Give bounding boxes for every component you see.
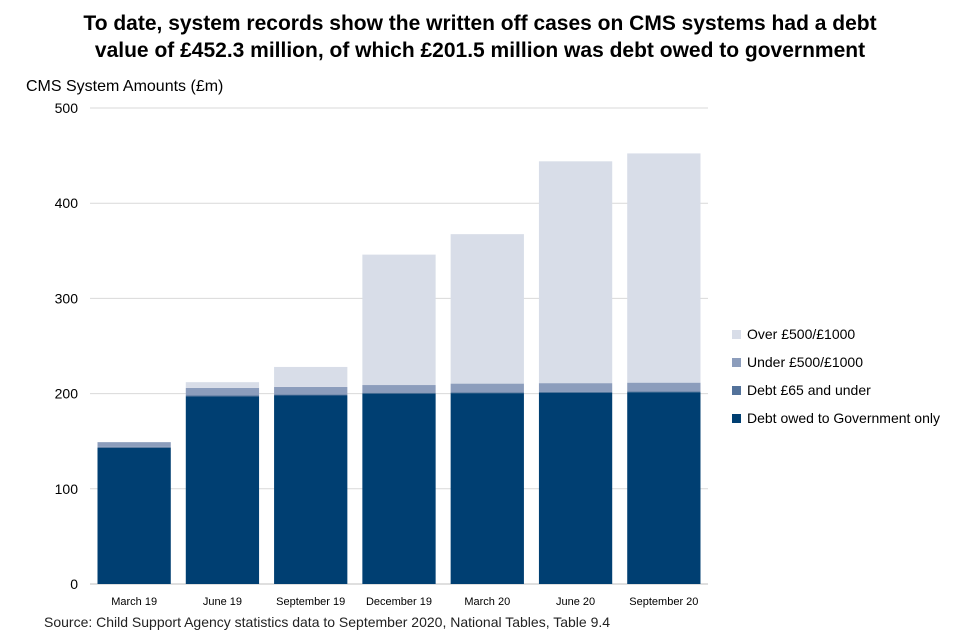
bar-segment bbox=[362, 254, 436, 386]
bar-segment bbox=[185, 382, 260, 388]
bar-segment bbox=[185, 396, 260, 584]
bar-segment bbox=[362, 393, 436, 584]
chart-title: To date, system records show the written… bbox=[0, 10, 960, 64]
x-tick-label: September 19 bbox=[276, 596, 345, 608]
x-tick-label: March 19 bbox=[111, 596, 157, 608]
y-tick-label: 200 bbox=[55, 386, 79, 402]
bar-segment bbox=[627, 391, 701, 393]
source-note: Source: Child Support Agency statistics … bbox=[44, 614, 611, 630]
legend-swatch bbox=[732, 357, 741, 367]
legend-label: Under £500/£1000 bbox=[747, 354, 863, 370]
y-tick-label: 0 bbox=[70, 576, 78, 592]
legend-swatch bbox=[732, 385, 741, 395]
chart-legend: Over £500/£1000 Under £500/£1000 Debt £65 … bbox=[732, 320, 940, 432]
y-axis-label: CMS System Amounts (£m) bbox=[26, 78, 224, 95]
y-tick-label: 500 bbox=[55, 100, 79, 116]
x-tick-label: December 19 bbox=[366, 596, 432, 608]
bar-segment bbox=[538, 383, 613, 392]
bar-segment bbox=[97, 447, 171, 584]
y-tick-label: 400 bbox=[55, 195, 79, 211]
bar-segment bbox=[274, 386, 348, 395]
bar-segment bbox=[450, 393, 524, 584]
bar-segment bbox=[627, 392, 701, 584]
bar-segment bbox=[97, 442, 171, 447]
bar-segment bbox=[362, 392, 436, 394]
y-tick-label: 300 bbox=[55, 290, 79, 306]
legend-label: Debt £65 and under bbox=[747, 382, 871, 398]
bar-segment bbox=[450, 392, 524, 394]
bar-segment bbox=[538, 392, 613, 584]
x-tick-label: June 19 bbox=[203, 596, 242, 608]
bar-segment bbox=[450, 234, 524, 384]
bar-segment bbox=[627, 382, 701, 392]
bar-segment bbox=[97, 446, 171, 448]
legend-item: Under £500/£1000 bbox=[732, 348, 940, 376]
legend-item: Over £500/£1000 bbox=[732, 320, 940, 348]
legend-swatch bbox=[732, 329, 741, 339]
bar-segment bbox=[274, 394, 348, 396]
chart-title-line-1: To date, system records show the written… bbox=[83, 12, 877, 35]
legend-label: Debt owed to Government only bbox=[747, 410, 940, 426]
bar-segment bbox=[185, 387, 260, 396]
legend-item: Debt owed to Government only bbox=[732, 404, 940, 432]
bar-segment bbox=[538, 391, 613, 393]
bar-segment bbox=[538, 161, 613, 384]
x-tick-label: June 20 bbox=[556, 596, 595, 608]
y-tick-label: 100 bbox=[55, 481, 79, 497]
x-tick-label: September 20 bbox=[629, 596, 698, 608]
legend-swatch bbox=[732, 413, 741, 423]
x-tick-label: March 20 bbox=[464, 596, 510, 608]
bar-segment bbox=[362, 385, 436, 393]
bar-segment bbox=[274, 366, 348, 387]
bar-segment bbox=[185, 395, 260, 397]
bar-segment bbox=[627, 153, 701, 383]
chart-title-line-2: value of £452.3 million, of which £201.5… bbox=[94, 39, 866, 62]
bar-segment bbox=[274, 395, 348, 584]
bar-segment bbox=[450, 383, 524, 393]
legend-label: Over £500/£1000 bbox=[747, 326, 856, 342]
legend-item: Debt £65 and under bbox=[732, 376, 940, 404]
